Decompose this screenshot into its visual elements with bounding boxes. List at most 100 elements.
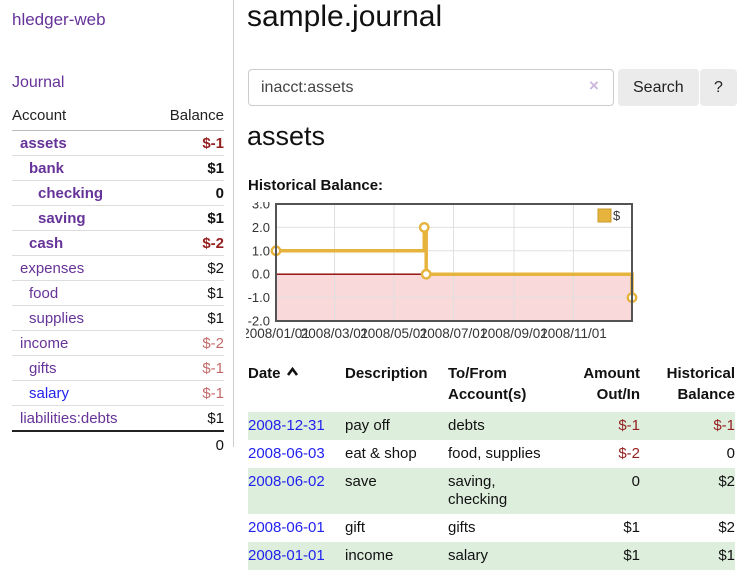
account-row: liabilities:debts $1: [12, 405, 224, 432]
transaction-description: eat & shop: [345, 445, 417, 462]
sidebar-account-link[interactable]: food: [29, 285, 59, 302]
account-row: salary $-1: [12, 380, 224, 406]
account-row: income $-2: [12, 330, 224, 356]
app-brand-link[interactable]: hledger-web: [12, 10, 106, 29]
account-balance: $1: [152, 205, 224, 231]
historical-balance-chart[interactable]: $3.0 2.0 1.0 0.0 -1.0 -2.0 2008/01/01 2008/03/0…: [242, 197, 742, 348]
account-balance: $2: [152, 255, 224, 281]
chart-title: Historical Balance:: [248, 177, 384, 194]
page-title: sample.journal: [247, 0, 443, 33]
account-balance: $1: [152, 405, 224, 432]
transaction-date: 2008-12-31: [248, 412, 345, 440]
sidebar-account-link[interactable]: bank: [29, 160, 65, 177]
transaction-date-link[interactable]: 2008-06-01: [248, 519, 325, 536]
search-input[interactable]: [248, 69, 614, 106]
register-table: Date Description To/From Account(s) Amount Ou…: [248, 360, 735, 570]
account-balance: $-2: [152, 230, 224, 256]
transaction-accounts: food, supplies: [448, 445, 541, 462]
account-balance: $-1: [152, 380, 224, 406]
sidebar-account-link[interactable]: salary: [29, 385, 70, 402]
table-row: 2008-06-01 gift gifts $1 $2: [248, 514, 735, 542]
legend-swatch: [597, 208, 612, 223]
svg-text:2008/09/01: 2008/09/01: [480, 326, 548, 341]
account-row: checking 0: [12, 180, 224, 206]
account-heading: assets: [247, 121, 326, 151]
account-balance: $-2: [152, 330, 224, 356]
register-column-header[interactable]: Date: [248, 360, 345, 412]
sidebar-account-link[interactable]: supplies: [29, 310, 85, 327]
account-row: expenses $2: [12, 255, 224, 281]
sidebar-account-link[interactable]: gifts: [29, 360, 57, 377]
transaction-date: 2008-06-03: [248, 440, 345, 468]
register-column-header: Historical Balance: [666, 365, 735, 403]
account-balance: 0: [152, 180, 224, 206]
sidebar-account-link[interactable]: saving: [38, 210, 86, 227]
chart-canvas[interactable]: $3.0 2.0 1.0 0.0 -1.0 -2.02008/01/012008/03/0…: [242, 197, 742, 348]
account-row: assets $-1: [12, 130, 224, 156]
transaction-balance: $-1: [713, 417, 735, 434]
transaction-description: gift: [345, 519, 366, 536]
svg-text:1.0: 1.0: [252, 243, 270, 258]
account-balance: $-1: [152, 355, 224, 381]
svg-text:-1.0: -1.0: [248, 290, 270, 305]
sidebar-account-link[interactable]: liabilities:debts: [20, 410, 118, 427]
svg-text:2008/07/01: 2008/07/01: [420, 326, 488, 341]
total-balance: 0: [152, 430, 224, 459]
svg-text:2008/11/01: 2008/11/01: [540, 326, 607, 341]
transaction-amount: $1: [623, 547, 640, 564]
sort-asc-icon: [286, 366, 298, 376]
account-row: food $1: [12, 280, 224, 306]
account-table-header: Account Balance: [12, 102, 224, 131]
account-column-header: Account: [12, 102, 153, 131]
transaction-amount: $-1: [618, 417, 640, 434]
transaction-date: 2008-01-01: [248, 542, 345, 570]
svg-text:2008/01/01: 2008/01/01: [246, 326, 310, 341]
transaction-date-link[interactable]: 2008-12-31: [248, 417, 325, 434]
transaction-accounts: salary: [448, 547, 489, 564]
account-row: bank $1: [12, 155, 224, 181]
transaction-amount: $1: [623, 519, 640, 536]
table-row: 2008-01-01 income salary $1 $1: [248, 542, 735, 570]
sidebar-account-link[interactable]: expenses: [20, 260, 85, 277]
transaction-date-link[interactable]: 2008-06-02: [248, 473, 325, 490]
balance-column-header: Balance: [152, 102, 224, 131]
transaction-description: save: [345, 473, 377, 490]
transaction-balance: $1: [718, 547, 735, 564]
help-button[interactable]: ?: [700, 69, 737, 106]
sidebar-account-link[interactable]: checking: [38, 185, 104, 202]
transaction-date-link[interactable]: 2008-06-03: [248, 445, 325, 462]
transaction-amount: $-2: [618, 445, 640, 462]
sidebar-account-link[interactable]: income: [20, 335, 69, 352]
transaction-accounts: saving, checking: [448, 473, 508, 508]
sidebar-item-journal[interactable]: Journal: [12, 74, 65, 91]
account-total-row: 0: [12, 430, 224, 459]
table-row: 2008-06-03 eat & shop food, supplies $-2 0: [248, 440, 735, 468]
svg-text:3.0: 3.0: [252, 202, 270, 212]
svg-text:2008/05/01: 2008/05/01: [360, 326, 428, 341]
transaction-accounts: gifts: [448, 519, 476, 536]
account-row: supplies $1: [12, 305, 224, 331]
sidebar-account-link[interactable]: assets: [20, 135, 67, 152]
register-column-header: Description: [345, 365, 428, 382]
svg-text:2008/03/01: 2008/03/01: [301, 326, 369, 341]
account-balance: $1: [152, 280, 224, 306]
account-row: gifts $-1: [12, 355, 224, 381]
transaction-date: 2008-06-02: [248, 468, 345, 514]
legend-label: $: [613, 208, 621, 223]
sidebar-account-link[interactable]: cash: [29, 235, 64, 252]
clear-search-icon[interactable]: ×: [589, 76, 599, 95]
register-column-header: To/From Account(s): [448, 365, 527, 403]
account-balance: $1: [152, 305, 224, 331]
register-column-header: Amount Out/In: [583, 365, 640, 403]
register-header-row: Date Description To/From Account(s) Amount Ou…: [248, 360, 735, 412]
svg-text:-2.0: -2.0: [248, 314, 270, 329]
table-row: 2008-06-02 save saving, checking 0 $2: [248, 468, 735, 514]
transaction-date-link[interactable]: 2008-01-01: [248, 547, 325, 564]
account-balance: $-1: [152, 130, 224, 156]
account-row: cash $-2: [12, 230, 224, 256]
search-button[interactable]: Search: [618, 69, 699, 106]
transaction-date: 2008-06-01: [248, 514, 345, 542]
transaction-description: income: [345, 547, 394, 564]
transaction-balance: 0: [726, 445, 735, 462]
transaction-balance: $2: [718, 519, 735, 536]
